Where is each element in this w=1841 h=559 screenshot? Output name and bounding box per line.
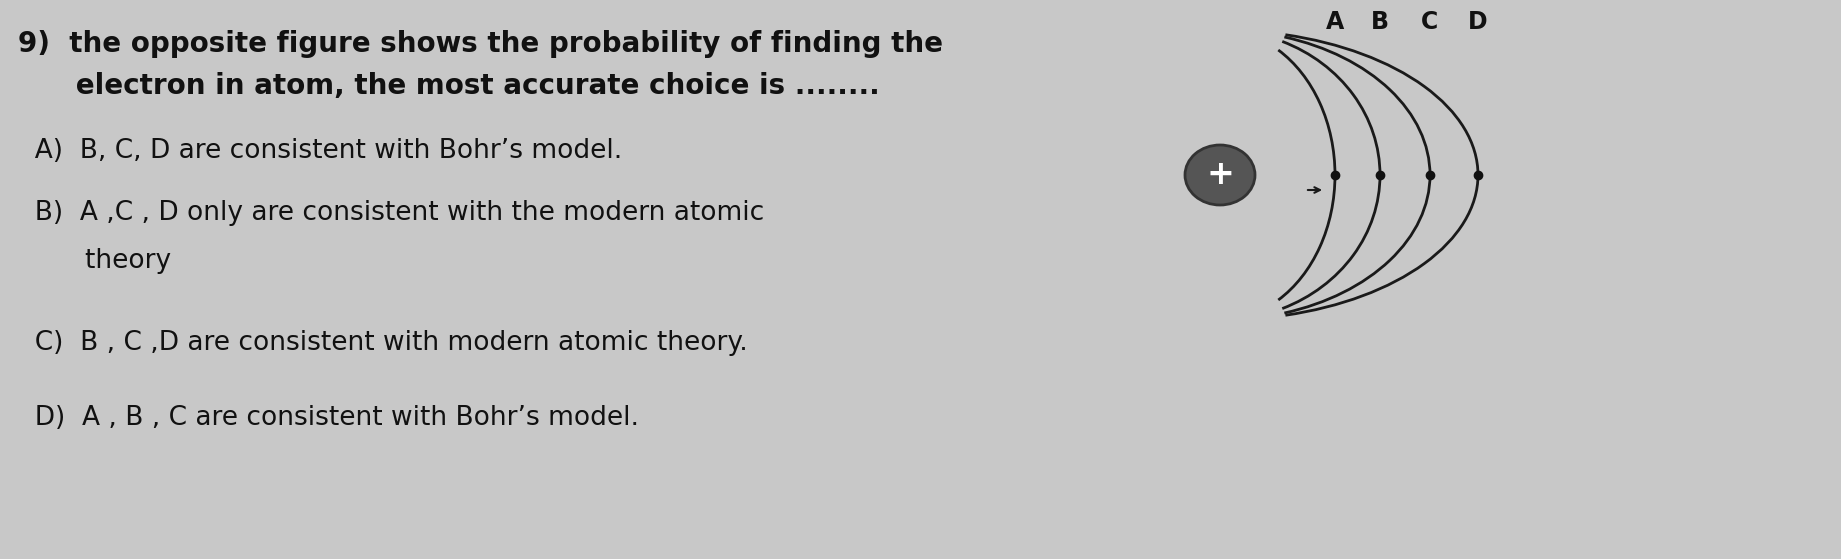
Text: +: + — [1206, 159, 1233, 192]
Text: B: B — [1372, 10, 1388, 34]
Text: C)  B , C ,D are consistent with modern atomic theory.: C) B , C ,D are consistent with modern a… — [18, 330, 747, 356]
Text: A)  B, C, D are consistent with Bohr’s model.: A) B, C, D are consistent with Bohr’s mo… — [18, 138, 622, 164]
Text: theory: theory — [18, 248, 171, 274]
Text: electron in atom, the most accurate choice is ........: electron in atom, the most accurate choi… — [18, 72, 880, 100]
Text: B)  A ,C , D only are consistent with the modern atomic: B) A ,C , D only are consistent with the… — [18, 200, 764, 226]
Ellipse shape — [1186, 145, 1256, 205]
Text: D)  A , B , C are consistent with Bohr’s model.: D) A , B , C are consistent with Bohr’s … — [18, 405, 639, 431]
Text: A: A — [1326, 10, 1344, 34]
Text: D: D — [1467, 10, 1488, 34]
Text: 9)  the opposite figure shows the probability of finding the: 9) the opposite figure shows the probabi… — [18, 30, 943, 58]
Text: C: C — [1421, 10, 1438, 34]
